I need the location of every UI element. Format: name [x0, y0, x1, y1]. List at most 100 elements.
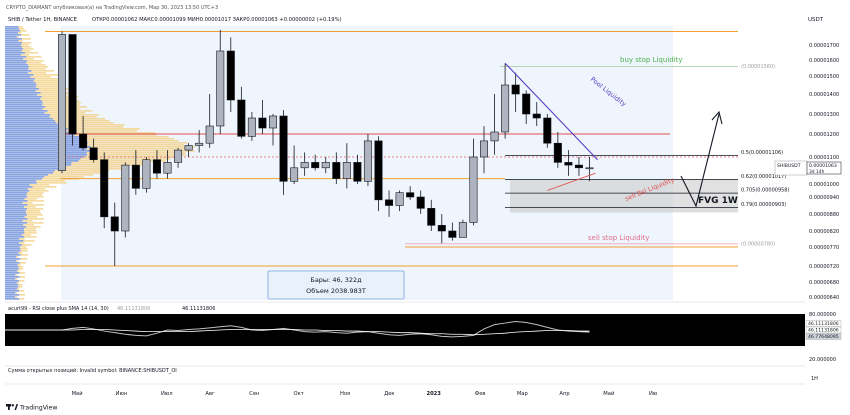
vp-bar-yellow	[19, 298, 25, 300]
vp-bar-yellow	[19, 238, 25, 240]
candle	[437, 214, 446, 244]
candle-body	[121, 164, 130, 232]
candle	[258, 100, 267, 134]
candle-body	[100, 159, 109, 218]
candle-body	[363, 140, 372, 182]
vp-bar-yellow	[16, 260, 19, 262]
candle	[353, 154, 362, 184]
vp-bar-blue	[5, 28, 20, 30]
vp-bar-yellow	[21, 34, 30, 36]
price-tag-symbol: SHIBUSDT	[777, 163, 801, 169]
candle-body	[205, 125, 214, 144]
candle-body	[142, 159, 151, 189]
price-tick-label: 0.00000880	[809, 212, 839, 218]
price-tick-label: 0.00000640	[809, 295, 839, 301]
vp-bar-yellow	[19, 28, 25, 30]
candle-body	[511, 84, 520, 95]
candle	[574, 157, 583, 176]
vp-bar-blue	[5, 196, 28, 198]
vp-bar-blue	[5, 284, 19, 286]
time-tick-label: Май	[72, 390, 83, 397]
candle	[279, 110, 288, 195]
vp-bar-blue	[5, 66, 30, 68]
vp-bar-yellow	[19, 30, 27, 32]
rsi-tick-label: 80.000000	[809, 312, 836, 318]
candle	[142, 157, 151, 193]
time-axis[interactable]: Май Июн Июл Авг Сен Окт Ноя Дек 2023 Фев Мар Апр Май…	[72, 390, 658, 397]
vp-bar-yellow	[19, 294, 26, 296]
vp-bar-yellow	[26, 194, 43, 196]
candle	[110, 202, 119, 266]
candle-body	[110, 216, 119, 232]
tradingview-logo[interactable]: TradingView	[6, 404, 57, 412]
vp-bar-yellow	[26, 212, 41, 214]
candle	[564, 150, 573, 176]
fvg-zone-lower	[510, 207, 738, 213]
vp-bar-blue	[5, 296, 16, 298]
main-pane[interactable]: buy stop Liquidity (0.00001560) Pool Liq…	[5, 26, 805, 300]
rsi-value-2: 46.11131806	[182, 306, 215, 312]
vp-bar-yellow	[61, 166, 127, 168]
vp-bar-yellow	[24, 228, 36, 230]
price-tick-label: 0.00000940	[809, 195, 839, 201]
candle	[100, 152, 109, 229]
vp-bar-blue	[5, 208, 28, 210]
vp-bar-yellow	[15, 292, 18, 294]
candles	[57, 30, 594, 266]
candle-body	[332, 162, 341, 179]
vp-bar-blue	[5, 154, 88, 156]
candle-body	[226, 50, 235, 101]
candle-body	[532, 113, 541, 119]
vp-bar-blue	[5, 74, 34, 76]
sell-stop-label: sell stop Liquidity	[588, 234, 649, 242]
rsi-tick-label: 20.000000	[809, 357, 836, 363]
candle	[174, 147, 183, 168]
vp-bar-blue	[5, 64, 28, 66]
vp-bar-blue	[5, 294, 20, 296]
vp-bar-blue	[5, 26, 19, 28]
vp-bar-yellow	[60, 126, 124, 128]
rsi-tag-label: 46.11131806	[808, 321, 839, 327]
vp-bar-yellow	[18, 40, 23, 42]
vp-bar-yellow	[15, 274, 18, 276]
candle-body	[395, 192, 404, 206]
vp-bar-blue	[5, 184, 30, 186]
candle-body	[195, 142, 204, 146]
vp-bar-blue	[5, 204, 28, 206]
vp-bar-yellow	[27, 200, 45, 202]
vp-bar-blue	[5, 188, 28, 190]
candle-body	[342, 162, 351, 179]
vp-bar-blue	[5, 76, 31, 78]
vp-bar-yellow	[20, 250, 28, 252]
symbol-line[interactable]: SHIB / Tether 1Н, BINANCE	[8, 17, 77, 23]
projection-arrowhead	[711, 110, 723, 125]
candle-body	[247, 117, 256, 137]
volume-profile	[5, 26, 196, 300]
vp-bar-blue	[5, 82, 36, 84]
vp-bar-blue	[5, 132, 75, 134]
candle	[226, 37, 235, 112]
vp-bar-yellow	[18, 268, 24, 270]
vp-bar-blue	[5, 84, 37, 86]
vp-bar-yellow	[15, 278, 18, 280]
vp-bar-blue	[5, 270, 18, 272]
buy-stop-value: (0.00001560)	[741, 64, 775, 70]
vp-bar-blue	[5, 128, 68, 130]
candle	[68, 34, 77, 146]
rsi-title[interactable]: acurt99 - RSI close plus SMA 14 (14, 30)	[8, 306, 109, 312]
vp-bar-blue	[5, 288, 17, 290]
candle-body	[268, 115, 277, 129]
vp-bar-yellow	[78, 160, 166, 162]
vp-bar-blue	[5, 234, 22, 236]
vp-bar-yellow	[22, 202, 33, 204]
price-tick-label: 0.00000770	[809, 245, 839, 251]
vp-bar-blue	[5, 248, 21, 250]
vp-bar-yellow	[22, 220, 33, 222]
candle-body	[89, 147, 98, 161]
vp-bar-blue	[5, 222, 28, 224]
vp-bar-yellow	[44, 176, 84, 178]
vp-bar-blue	[5, 30, 20, 32]
price-axis[interactable]: 0.00001700 0.00001600 0.00001500 0.00001400…	[809, 43, 839, 301]
vp-bar-yellow	[29, 184, 50, 186]
